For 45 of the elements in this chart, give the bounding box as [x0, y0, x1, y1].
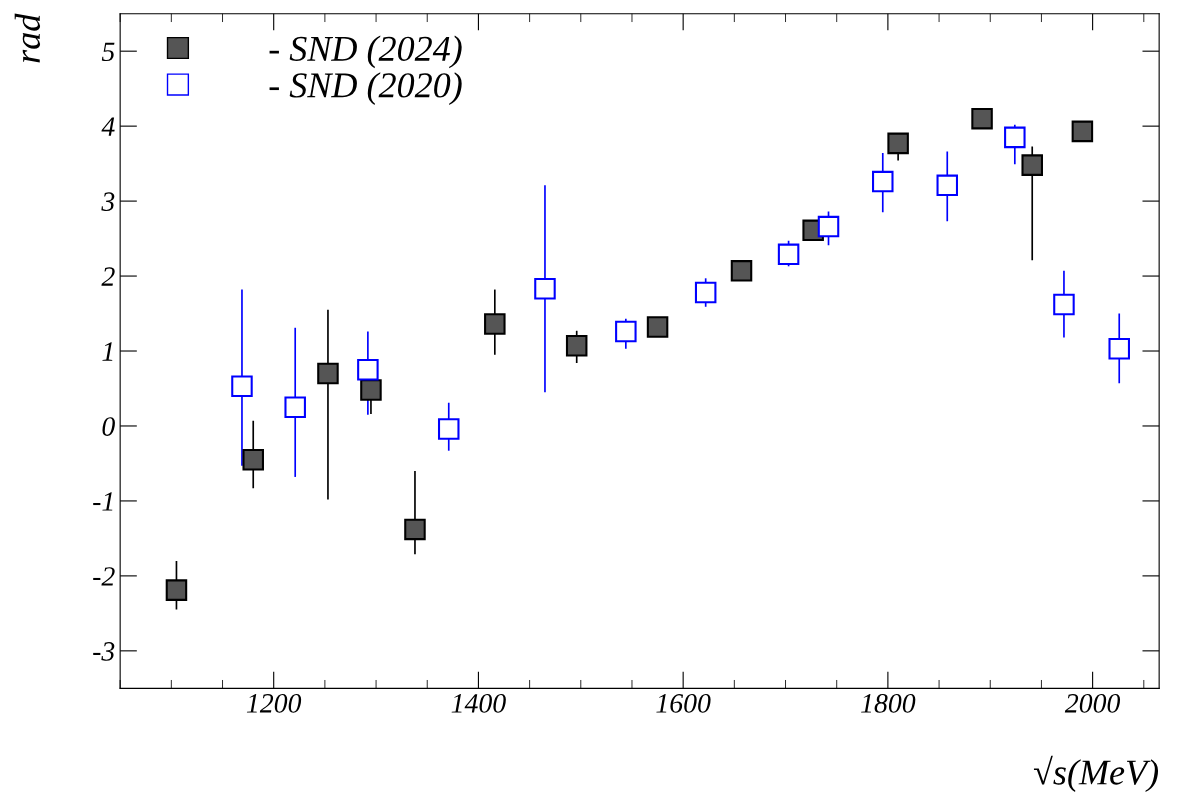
point [646, 316, 669, 338]
point [872, 170, 894, 193]
y-tick-label: 2 [101, 267, 115, 286]
y-tick-label: -1 [93, 492, 113, 511]
y-tick-label: 1 [102, 342, 113, 361]
point [484, 313, 506, 335]
point [1071, 120, 1094, 143]
point [165, 579, 188, 601]
point [317, 362, 339, 385]
point [730, 260, 753, 282]
y-tick-label: 4 [101, 117, 115, 136]
y-axis-title: rad [14, 13, 41, 63]
point [565, 335, 588, 357]
point [817, 215, 840, 238]
point [1021, 154, 1043, 176]
x-tick-label: 2000 [1064, 693, 1121, 713]
point [284, 396, 306, 418]
y-tick-label: 3 [101, 192, 115, 212]
y-tick-label: -3 [93, 642, 115, 661]
y-tick-label: 5 [101, 42, 115, 62]
point [777, 243, 800, 266]
point [887, 132, 909, 155]
point [694, 281, 717, 304]
x-axis-title: √s(MeV) [1033, 755, 1159, 793]
point [971, 107, 993, 130]
x-tick-label: 1400 [451, 693, 506, 713]
point [534, 278, 556, 300]
point [437, 418, 460, 440]
point [1108, 338, 1130, 360]
x-tick-label: 1600 [656, 693, 711, 713]
point [357, 358, 379, 381]
point [242, 448, 264, 471]
point [404, 518, 426, 541]
point [1004, 126, 1026, 149]
y-tick-label: 0 [102, 417, 115, 436]
legend-label: - SND (2020) [269, 72, 462, 105]
x-tick-label: 1200 [246, 693, 302, 713]
point [231, 375, 253, 398]
point [360, 379, 382, 401]
x-tick-label: 1800 [861, 693, 916, 713]
point [615, 320, 637, 343]
point [1053, 293, 1075, 316]
y-tick-label: -2 [93, 567, 115, 586]
point [936, 174, 959, 197]
legend-label: - SND (2024) [269, 35, 462, 69]
